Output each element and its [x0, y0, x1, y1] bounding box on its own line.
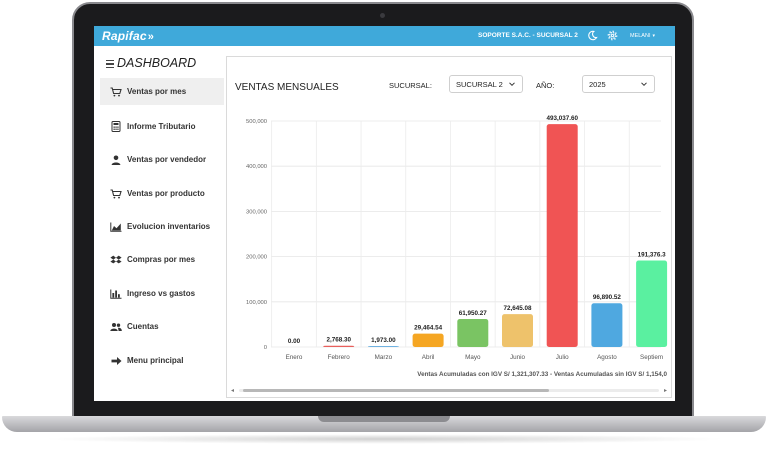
dropbox-icon: [110, 255, 122, 265]
sidebar-item-label: Ingreso vs gastos: [127, 289, 196, 298]
anio-label: AÑO:: [536, 81, 555, 90]
sidebar-item-ventas-por-producto[interactable]: Ventas por producto: [100, 180, 224, 207]
y-tick-label: 400,000: [246, 164, 267, 170]
sidebar-item-label: Compras por mes: [127, 255, 196, 264]
sucursal-select[interactable]: SUCURSAL 2: [449, 75, 523, 93]
laptop-notch: [318, 416, 450, 422]
sucursal-label: SUCURSAL:: [389, 81, 432, 90]
top-bar: Rapifac» SOPORTE S.A.C. - SUCURSAL 2 MEL…: [94, 26, 675, 46]
dashboard-title: DASHBOARD: [106, 56, 196, 70]
laptop-shadow: [40, 434, 728, 444]
data-label: 61,950.27: [459, 310, 488, 317]
gear-icon[interactable]: [607, 30, 618, 41]
cart-icon: [110, 188, 122, 199]
bar-mayo: [457, 318, 489, 347]
menu-icon[interactable]: [106, 60, 114, 68]
bar-julio: [546, 124, 578, 347]
bar-septiem: [636, 260, 668, 347]
x-tick-label: Agosto: [597, 354, 617, 361]
data-label: 29,464.54: [414, 325, 443, 332]
bar-febrero: [323, 345, 355, 347]
bar-agosto: [591, 303, 623, 347]
sidebar-item-ventas-por-mes[interactable]: Ventas por mes: [100, 78, 224, 105]
person-icon: [110, 155, 122, 165]
bar-junio: [502, 314, 533, 347]
sidebar-item-label: Cuentas: [127, 322, 159, 331]
chart-title: VENTAS MENSUALES: [235, 82, 339, 93]
x-tick-label: Marzo: [375, 354, 393, 361]
calculator-icon: [110, 121, 122, 132]
x-tick-label: Mayo: [465, 354, 481, 361]
ventas-acumuladas-text: Ventas Acumuladas con IGV S/ 1,321,307.3…: [417, 371, 667, 378]
app-logo[interactable]: Rapifac»: [102, 29, 155, 43]
data-label: 96,890.52: [593, 294, 622, 301]
anio-value: 2025: [589, 79, 606, 89]
chevron-down-icon: ▾: [652, 33, 655, 39]
x-tick-label: Junio: [510, 354, 526, 361]
sidebar-item-compras-por-mes[interactable]: Compras por mes: [100, 246, 224, 273]
people-icon: [110, 322, 122, 332]
x-tick-label: Septiem: [640, 354, 663, 361]
sidebar-item-label: Menu principal: [127, 356, 184, 365]
scroll-thumb[interactable]: [243, 389, 549, 392]
data-label: 0.00: [288, 338, 301, 345]
sidebar-item-ingreso-vs-gastos[interactable]: Ingreso vs gastos: [100, 280, 224, 307]
horizontal-scrollbar[interactable]: ◂ ▸: [231, 387, 667, 394]
user-menu[interactable]: MELANI ▾: [630, 33, 655, 39]
area-chart-icon: [110, 222, 122, 232]
y-tick-label: 100,000: [246, 300, 267, 306]
sidebar-item-label: Ventas por vendedor: [127, 155, 207, 164]
data-label: 191,376.3: [638, 251, 667, 258]
moon-icon[interactable]: [587, 30, 598, 41]
data-label: 1,973.00: [371, 337, 396, 344]
sidebar-item-ventas-por-vendedor[interactable]: Ventas por vendedor: [100, 146, 224, 173]
sidebar-item-label: Ventas por producto: [127, 189, 205, 198]
sidebar-item-informe-tributario[interactable]: Informe Tributario: [100, 113, 224, 140]
sidebar-item-evolucion-inventarios[interactable]: Evolucion inventarios: [100, 213, 224, 240]
chevron-down-icon: [509, 82, 515, 87]
sidebar-item-cuentas[interactable]: Cuentas: [100, 313, 224, 340]
y-tick-label: 300,000: [246, 209, 267, 215]
sidebar-item-label: Ventas por mes: [127, 87, 187, 96]
company-name[interactable]: SOPORTE S.A.C. - SUCURSAL 2: [478, 32, 578, 39]
data-label: 2,768.30: [326, 337, 351, 344]
laptop-base: [2, 416, 766, 432]
webcam: [380, 13, 385, 18]
x-tick-label: Febrero: [328, 354, 351, 361]
y-tick-label: 0: [264, 345, 267, 351]
cart-icon: [110, 86, 122, 97]
data-label: 72,645.08: [503, 305, 532, 312]
scroll-right-icon[interactable]: ▸: [663, 388, 667, 394]
bar-chart-icon: [110, 289, 122, 299]
bar-abril: [412, 333, 444, 347]
x-tick-label: Enero: [286, 354, 303, 361]
y-tick-label: 500,000: [246, 119, 267, 125]
chevron-down-icon: [641, 82, 647, 87]
app-screen: Rapifac» SOPORTE S.A.C. - SUCURSAL 2 MEL…: [94, 26, 675, 401]
scroll-left-icon[interactable]: ◂: [231, 388, 235, 394]
sucursal-value: SUCURSAL 2: [456, 79, 503, 89]
sidebar-item-menu-principal[interactable]: Menu principal: [100, 347, 224, 374]
logo-chevron-icon: »: [147, 31, 155, 43]
bar-marzo: [367, 346, 399, 347]
x-tick-label: Julio: [556, 354, 569, 361]
arrow-right-icon: [110, 356, 122, 366]
sidebar-item-label: Evolucion inventarios: [127, 222, 211, 231]
chart-panel: VENTAS MENSUALES SUCURSAL: SUCURSAL 2 AÑ…: [226, 56, 672, 398]
x-tick-label: Abril: [422, 354, 435, 361]
anio-select[interactable]: 2025: [582, 75, 655, 93]
y-tick-label: 200,000: [246, 255, 267, 261]
bar-chart: 0 100,000 200,000 300,000 400,000 500,000 0.00…: [246, 115, 668, 361]
sidebar-item-label: Informe Tributario: [127, 122, 196, 131]
data-label: 493,037.60: [546, 115, 578, 122]
